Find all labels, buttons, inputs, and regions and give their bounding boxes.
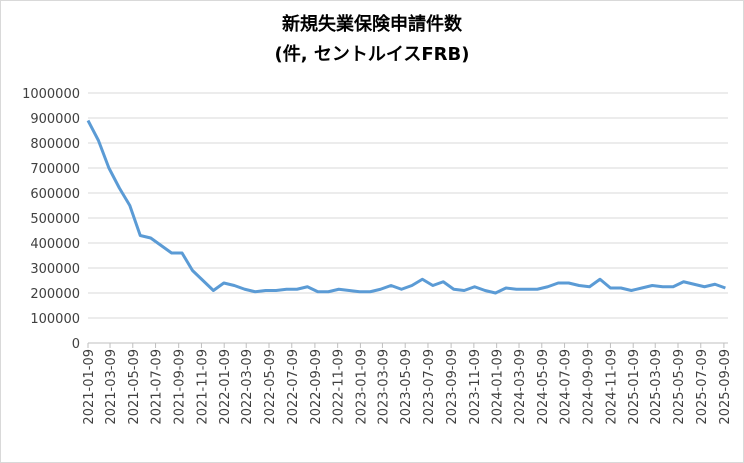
x-tick-label: 2021-01-09 [82, 349, 97, 425]
y-tick-label: 300000 [30, 262, 80, 277]
x-tick-label: 2024-07-09 [559, 349, 574, 425]
y-tick-label: 900000 [30, 112, 80, 127]
y-tick-label: 0 [72, 337, 80, 352]
x-tick-label: 2022-03-09 [240, 349, 255, 425]
y-tick-label: 200000 [30, 287, 80, 302]
chart-title: 新規失業保険申請件数 [282, 13, 463, 35]
x-tick-label: 2022-09-09 [309, 349, 324, 425]
x-tick-label: 2023-07-09 [422, 349, 437, 425]
x-tick-label: 2023-01-09 [354, 349, 369, 425]
series-line [86, 119, 726, 295]
y-tick-label: 600000 [30, 187, 80, 202]
x-tick-label: 2025-07-09 [695, 349, 710, 425]
x-tick-label: 2025-03-09 [649, 349, 664, 425]
x-tick-label: 2024-09-09 [582, 349, 597, 425]
x-tick-label: 2024-11-09 [604, 349, 619, 425]
x-tick-label: 2022-11-09 [332, 349, 347, 425]
x-tick-label: 2025-05-09 [672, 349, 687, 425]
x-tick-label: 2021-05-09 [127, 349, 142, 425]
x-tick-label: 2025-09-09 [718, 349, 733, 425]
chart-subtitle: (件, セントルイスFRB) [275, 43, 470, 65]
y-tick-label: 500000 [30, 212, 80, 227]
x-tick-label: 2022-07-09 [286, 349, 301, 425]
x-tick-label: 2023-09-09 [445, 349, 460, 425]
x-tick-label: 2025-01-09 [627, 349, 642, 425]
y-tick-label: 800000 [30, 137, 80, 152]
x-tick-label: 2024-05-09 [536, 349, 551, 425]
x-tick-label: 2023-03-09 [376, 349, 391, 425]
x-tick-label: 2024-03-09 [513, 349, 528, 425]
x-tick-label: 2021-07-09 [150, 349, 165, 425]
y-tick-label: 100000 [30, 312, 80, 327]
x-tick-label: 2022-05-09 [263, 349, 278, 425]
x-tick-label: 2023-05-09 [399, 349, 414, 425]
y-tick-label: 1000000 [22, 87, 80, 102]
x-tick-label: 2021-03-09 [104, 349, 119, 425]
x-tick-label: 2023-11-09 [468, 349, 483, 425]
x-tick-label: 2022-01-09 [218, 349, 233, 425]
y-tick-label: 700000 [30, 162, 80, 177]
y-tick-label: 400000 [30, 237, 80, 252]
x-tick-label: 2021-11-09 [195, 349, 210, 425]
x-tick-label: 2021-09-09 [173, 349, 188, 425]
x-tick-label: 2024-01-09 [491, 349, 506, 425]
